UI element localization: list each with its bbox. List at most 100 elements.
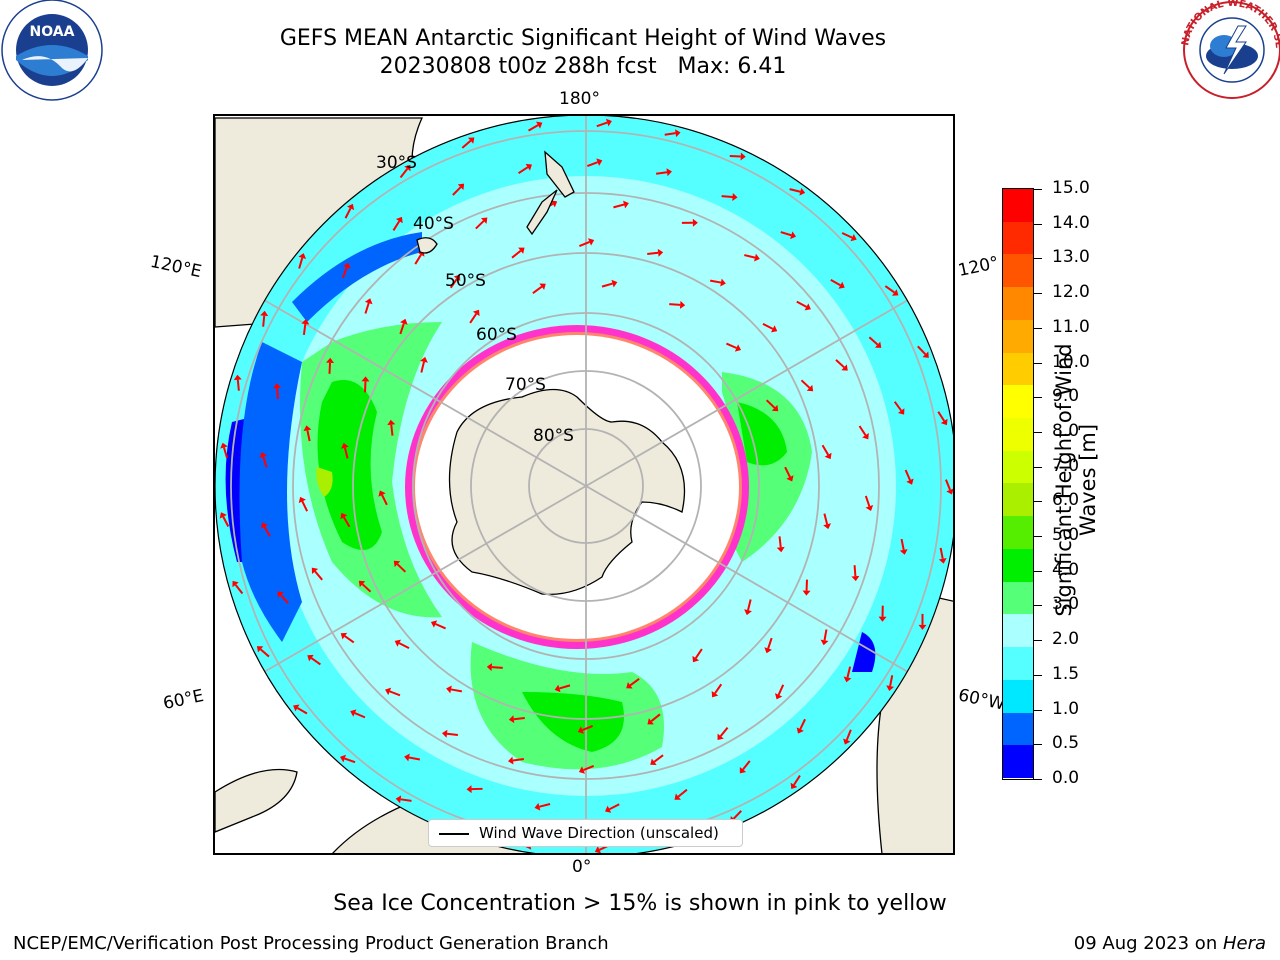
wave-arrow-head: [841, 364, 848, 371]
colorbar-tick: [1034, 223, 1042, 225]
figure-title-line-1: GEFS MEAN Antarctic Significant Height o…: [279, 26, 887, 51]
wave-arrow-shaft: [399, 168, 409, 179]
colorbar-segment: [1003, 745, 1033, 778]
wave-arrow-shaft: [714, 683, 723, 694]
colorbar-segment: [1003, 483, 1033, 517]
colorbar-tick: [1034, 640, 1042, 642]
wave-arrow-head: [273, 383, 282, 389]
wave-arrow-shaft: [601, 282, 613, 288]
wave-arrow-shaft: [893, 401, 902, 412]
wave-arrow-shaft: [234, 584, 244, 595]
wave-arrow-shaft: [408, 756, 421, 761]
wave-arrow-shaft: [302, 323, 307, 336]
wave-arrow-shaft: [917, 345, 927, 355]
wave-arrow-head: [298, 253, 307, 260]
wave-arrow-shaft: [517, 166, 529, 175]
wave-arrow-shaft: [845, 729, 852, 741]
wave-arrow-shaft: [853, 565, 857, 577]
wave-arrow-shaft: [344, 757, 356, 764]
colorbar-segment: [1003, 221, 1033, 255]
colorbar-tick-label: 14.0: [1052, 212, 1090, 233]
colorbar-segment: [1003, 647, 1033, 680]
wave-arrow-shaft: [260, 648, 270, 658]
map-legend: Wind Wave Direction (unscaled): [428, 819, 743, 847]
colorbar-tick-label: 10.0: [1052, 351, 1090, 372]
colorbar-segment: [1003, 254, 1033, 288]
wave-arrow-head: [739, 767, 747, 774]
wave-arrow-head: [508, 715, 515, 724]
wave-arrow-shaft: [342, 267, 348, 279]
wave-arrow-head: [674, 793, 681, 800]
wave-arrow-head: [232, 580, 239, 588]
wave-arrow-head: [862, 433, 869, 440]
lon-label-60e: 60°E: [161, 685, 206, 715]
wave-arrow-shaft: [799, 718, 806, 730]
colorbar-tick-label: 2.0: [1052, 629, 1080, 650]
colorbar-tick-label: 13.0: [1052, 247, 1090, 268]
colorbar-tick: [1034, 709, 1042, 711]
wave-arrow-shaft: [596, 121, 608, 128]
wave-arrow-shaft: [732, 810, 743, 820]
wave-arrow-shaft: [276, 388, 280, 400]
land-tasmania: [416, 237, 438, 254]
colorbar-tick-label: 1.5: [1052, 663, 1080, 684]
wave-arrow-shaft: [647, 251, 659, 255]
wave-arrow-head: [578, 766, 586, 774]
sea-ice-note: Sea Ice Concentration > 15% is shown in …: [333, 891, 947, 916]
wave-arrow-shaft: [578, 240, 590, 248]
colorbar-segment: [1003, 516, 1033, 549]
figure-title-line-2: 20230808 t00z 288h fcst Max: 6.41: [379, 54, 787, 79]
wave-arrow-shaft: [726, 342, 737, 349]
wave-arrow-head: [518, 247, 525, 254]
wave-arrow-head: [486, 663, 493, 672]
wave-arrow-head: [387, 419, 396, 426]
wave-arrow-shaft: [414, 254, 422, 265]
noaa-logo-text: NOAA: [30, 24, 75, 40]
footer-credit: NCEP/EMC/Verification Post Processing Pr…: [13, 933, 609, 954]
wave-arrow-shaft: [446, 732, 459, 736]
legend-line-sample: [439, 833, 469, 835]
wave-arrow-head: [395, 216, 403, 224]
colorbar-segment: [1003, 418, 1033, 451]
wave-arrow-head: [525, 163, 532, 171]
land-africa: [215, 768, 298, 833]
wave-arrow-head: [588, 238, 595, 246]
colorbar-tick-label: 12.0: [1052, 282, 1090, 303]
wave-arrow-head: [404, 753, 410, 762]
lon-label-60w: 60°W: [956, 685, 1007, 715]
wave-arrow-shaft: [461, 139, 472, 149]
wave-arrow-head: [732, 192, 738, 201]
wave-arrow-head: [457, 183, 465, 190]
lon-label-120e: 120°E: [148, 251, 204, 283]
wave-arrow-shaft: [301, 500, 309, 512]
colorbar-segment: [1003, 189, 1033, 222]
wave-arrow-shaft: [778, 536, 782, 548]
colorbar-tick: [1034, 397, 1042, 399]
colorbar-tick: [1034, 744, 1042, 746]
wave-arrow-head: [720, 278, 726, 287]
wave-arrow-shaft: [796, 300, 807, 308]
wave-arrow-head: [385, 687, 392, 696]
graticule: [215, 116, 953, 853]
colorbar-tick: [1034, 258, 1042, 260]
wave-arrow-head: [420, 356, 428, 363]
wave-arrow-head: [650, 758, 657, 765]
colorbar-tick: [1034, 605, 1042, 607]
wave-arrow-head: [838, 281, 845, 289]
wave-arrow-shaft: [435, 623, 446, 630]
colorbar-tick-label: 5.0: [1052, 525, 1080, 546]
polar-map: 30°S 40°S 50°S 60°S 70°S 80°S Wind Wave …: [213, 114, 955, 855]
colorbar: [1002, 188, 1034, 780]
colorbar-segment: [1003, 450, 1033, 484]
wave-arrow-head: [843, 738, 851, 745]
wave-arrow-shaft: [528, 124, 539, 132]
wave-arrow-head: [220, 442, 228, 449]
colorbar-tick: [1034, 466, 1042, 468]
wave-arrow-shaft: [263, 526, 271, 537]
colorbar-tick: [1034, 570, 1042, 572]
wave-arrow-shaft: [582, 724, 594, 732]
wave-arrow-head: [692, 655, 700, 663]
wave-arrow-head: [786, 475, 794, 482]
wave-arrow-shaft: [793, 774, 801, 786]
colorbar-tick: [1034, 362, 1042, 364]
